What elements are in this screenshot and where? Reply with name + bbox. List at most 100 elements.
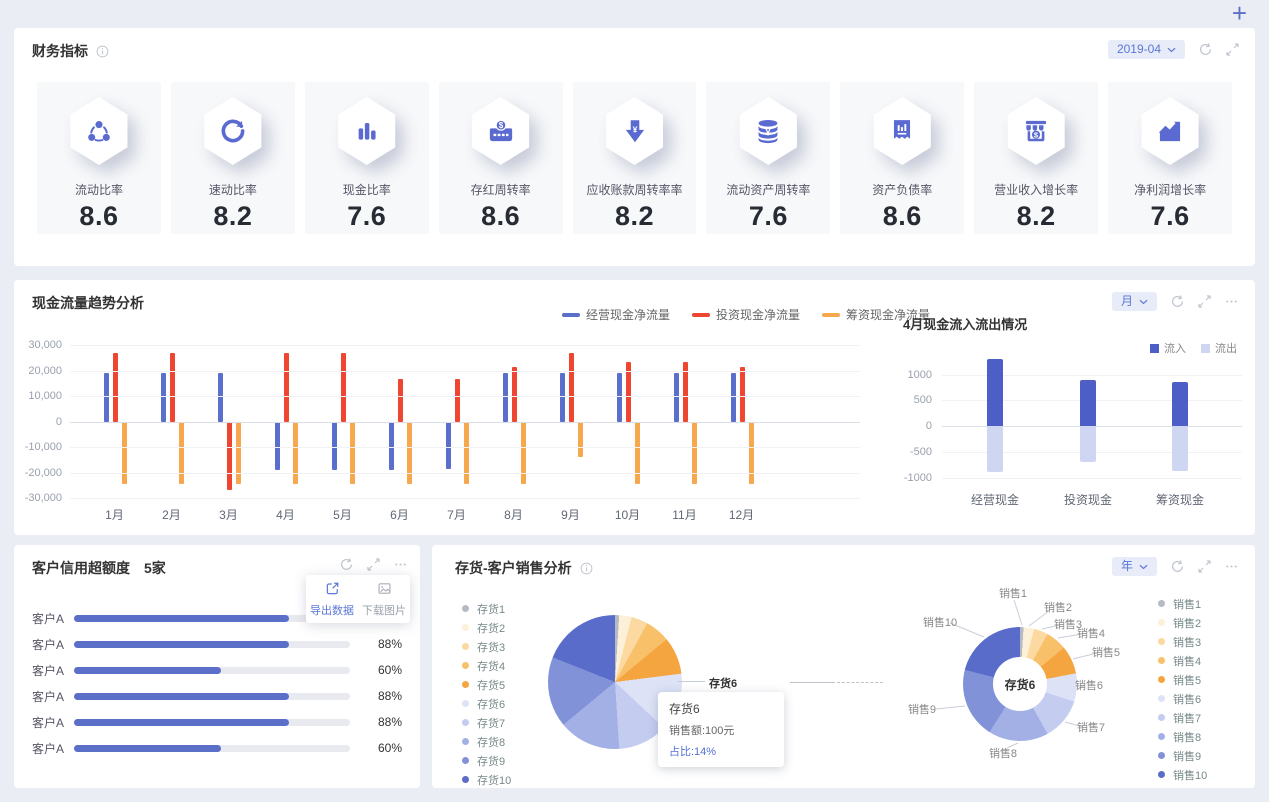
y-tick-label: 20,000 (28, 364, 62, 377)
bar-group (542, 345, 599, 498)
bar (160, 373, 166, 422)
bar (112, 352, 118, 422)
credit-row: 客户A 88% (32, 709, 402, 735)
legend-item[interactable]: 销售10 (1158, 765, 1228, 784)
gridline (70, 472, 860, 474)
inflow-outflow-chart[interactable] (942, 349, 1242, 485)
metric-value: 8.2 (1016, 201, 1056, 231)
period-value: 2019-04 (1116, 42, 1161, 56)
legend-label: 销售7 (1173, 712, 1202, 725)
credit-row: 客户A 60% (32, 657, 402, 683)
legend-label: 存货7 (477, 717, 506, 730)
y-axis-labels: 1000 500 0 -500 -1000 (874, 349, 932, 485)
metric-value: 8.6 (882, 201, 922, 231)
legend-item[interactable]: 经营现金净流量 (562, 306, 670, 323)
bar (217, 373, 223, 422)
customer-label: 客户A (32, 663, 65, 678)
more-icon[interactable] (393, 557, 408, 572)
legend-item[interactable]: 流入 (1150, 340, 1186, 356)
connector-line-dashed (837, 682, 883, 683)
refresh-icon[interactable] (339, 557, 354, 572)
legend-item[interactable]: 存货1 (462, 599, 532, 618)
legend-item[interactable]: 销售9 (1158, 746, 1228, 765)
legend-item[interactable]: 存货6 (462, 694, 532, 713)
bar (625, 361, 631, 422)
metric-card: 速动比率 8.2 (170, 82, 295, 234)
cashflow-legend: 经营现金净流量 投资现金净流量 筹资现金净流量 (562, 306, 930, 323)
legend-dot (1158, 771, 1165, 778)
legend-item[interactable]: 销售2 (1158, 613, 1228, 632)
chevron-down-icon (1167, 47, 1176, 52)
customer-credit-panel: 客户信用超额度 5家 导出数据 下载图片 客户A88%客户A88%客户A60%客… (14, 545, 420, 788)
legend-item[interactable]: 销售3 (1158, 632, 1228, 651)
inflow-outflow-legend: 流入 流出 (1150, 340, 1237, 356)
export-icon (325, 581, 340, 599)
donut-slice-label: 销售2 (1043, 602, 1073, 614)
more-icon[interactable] (1224, 294, 1239, 309)
sync-circle-icon (202, 97, 264, 165)
period-dropdown[interactable]: 2019-04 (1107, 40, 1185, 59)
info-icon[interactable] (96, 45, 109, 58)
legend-item[interactable]: 筹资现金净流量 (822, 306, 930, 323)
donut-center-label: 存货6 (993, 657, 1047, 711)
legend-item[interactable]: 存货7 (462, 713, 532, 732)
expand-icon[interactable] (1198, 295, 1211, 308)
add-widget-button[interactable]: + (1231, 0, 1247, 28)
legend-item[interactable]: 存货2 (462, 618, 532, 637)
period-dropdown[interactable]: 年 (1111, 557, 1157, 576)
sales-donut-chart[interactable]: 存货6 (963, 627, 1077, 741)
legend-item[interactable]: 存货3 (462, 637, 532, 656)
share-nodes-icon (68, 97, 130, 165)
legend-item[interactable]: 销售8 (1158, 727, 1228, 746)
legend-item[interactable]: 存货8 (462, 732, 532, 751)
cashflow-trend-panel: 现金流量趋势分析 经营现金净流量 投资现金净流量 筹资现金净流量 月 30,000 2… (14, 280, 1255, 535)
bar-group (428, 345, 485, 498)
expand-icon[interactable] (1226, 43, 1239, 56)
expand-icon[interactable] (1198, 560, 1211, 573)
x-axis-labels: 经营现金 投资现金 筹资现金 (942, 491, 1242, 507)
legend-dot (462, 662, 469, 669)
legend-item[interactable]: 存货10 (462, 770, 532, 789)
legend-item[interactable]: 销售6 (1158, 689, 1228, 708)
bar (520, 421, 526, 484)
bar-group (713, 345, 770, 498)
bar-track (74, 640, 350, 648)
refresh-icon[interactable] (1198, 42, 1213, 57)
bar (748, 421, 754, 484)
cashflow-bar-chart[interactable] (70, 345, 860, 499)
legend-item[interactable]: 投资现金净流量 (692, 306, 800, 323)
period-dropdown[interactable]: 月 (1111, 292, 1157, 311)
download-image-button[interactable]: 下载图片 (358, 575, 410, 623)
bar-fill (74, 614, 289, 622)
legend-dot (462, 605, 469, 612)
info-icon[interactable] (580, 562, 593, 575)
legend-item[interactable]: 存货5 (462, 675, 532, 694)
refresh-icon[interactable] (1170, 559, 1185, 574)
x-tick-label: 12月 (728, 508, 755, 522)
legend-item[interactable]: 销售1 (1158, 594, 1228, 613)
legend-item[interactable]: 销售7 (1158, 708, 1228, 727)
customer-label: 客户A (32, 689, 65, 704)
export-data-button[interactable]: 导出数据 (306, 575, 358, 623)
more-icon[interactable] (1224, 559, 1239, 574)
customer-label: 客户A (32, 637, 65, 652)
legend-item[interactable]: 存货4 (462, 656, 532, 675)
x-tick-label: 10月 (614, 508, 641, 522)
legend-dot (462, 757, 469, 764)
count-badge: 5家 (144, 560, 166, 576)
legend-item[interactable]: 销售5 (1158, 670, 1228, 689)
tooltip-title: 存货6 (669, 702, 700, 716)
refresh-icon[interactable] (1170, 294, 1185, 309)
bar (235, 421, 241, 484)
bar (340, 352, 346, 422)
y-tick-label: 30,000 (28, 339, 62, 351)
metric-value: 7.6 (1150, 201, 1190, 231)
legend-item[interactable]: 存货9 (462, 751, 532, 770)
expand-icon[interactable] (367, 558, 380, 571)
bar (1172, 426, 1188, 472)
subchart-title: 4月现金流入流出情况 (903, 317, 1028, 332)
legend-dot (1158, 600, 1165, 607)
legend-item[interactable]: 销售4 (1158, 651, 1228, 670)
legend-item[interactable]: 流出 (1201, 340, 1237, 356)
